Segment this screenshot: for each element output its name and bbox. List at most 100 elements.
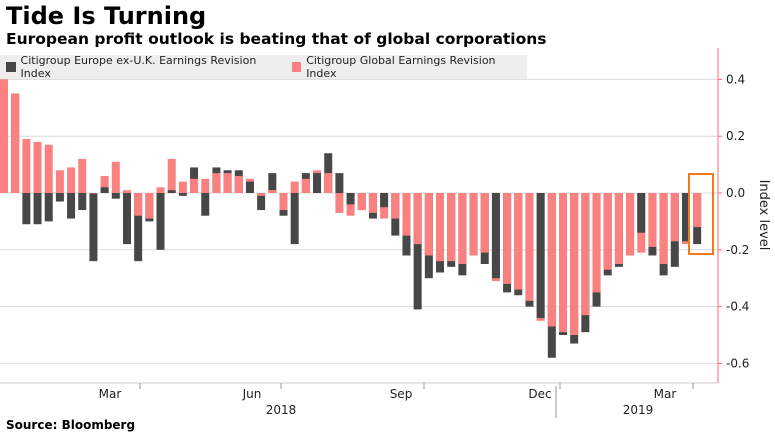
bar-europe — [201, 193, 210, 216]
x-axis: Mar Jun Sep Dec Mar 2018 2019 — [0, 382, 718, 418]
bar-europe — [346, 193, 355, 205]
source-note: Source: Bloomberg — [6, 418, 136, 432]
bar-europe — [100, 187, 109, 193]
bar-europe — [167, 190, 176, 193]
bar-global — [514, 193, 523, 290]
bar-global — [22, 139, 31, 193]
bar-global — [357, 193, 366, 211]
bar-global — [469, 193, 478, 256]
bar-global — [145, 193, 154, 219]
x-year-label: 2018 — [266, 403, 297, 417]
bar-global — [167, 158, 176, 193]
annotations — [688, 173, 714, 255]
bar-europe — [33, 193, 42, 225]
bar-global — [402, 193, 411, 236]
bar-global — [670, 193, 679, 242]
bar-global — [122, 190, 131, 193]
legend-swatch-europe — [6, 62, 16, 72]
x-tick-label: Sep — [390, 387, 413, 401]
x-year-label: 2019 — [623, 403, 654, 417]
bar-global — [100, 175, 109, 193]
y-tick-label: -0.4 — [726, 300, 749, 314]
chart-subtitle: European profit outlook is beating that … — [6, 30, 547, 48]
y-tick-label: -0.6 — [726, 356, 749, 370]
bar-global — [547, 193, 556, 327]
bar-global — [614, 193, 623, 264]
bar-global — [693, 193, 702, 228]
legend-swatch-global — [291, 62, 302, 72]
bar-global — [0, 79, 8, 193]
bar-global — [111, 161, 120, 193]
bar-global — [190, 178, 199, 193]
bar-global — [201, 178, 210, 193]
bar-global — [592, 193, 601, 293]
bar-europe — [335, 173, 344, 193]
bar-europe — [78, 193, 87, 211]
bar-global — [503, 193, 512, 284]
bar-europe — [637, 193, 646, 233]
bar-global — [458, 193, 467, 264]
bar-global — [603, 193, 612, 270]
bar-global — [324, 173, 333, 193]
bar-global — [424, 193, 433, 256]
legend-item-europe: Citigroup Europe ex-U.K. Earnings Revisi… — [6, 54, 278, 80]
bar-global — [525, 193, 534, 301]
bar-europe — [55, 193, 64, 202]
bar-europe — [681, 193, 690, 242]
bar-europe — [156, 193, 165, 250]
bar-europe — [536, 193, 545, 318]
bar-global — [212, 173, 221, 193]
bar-europe — [313, 173, 322, 193]
bar-global — [78, 158, 87, 193]
bar-global — [44, 144, 53, 193]
bar-europe — [257, 193, 266, 211]
bar-global — [223, 173, 232, 193]
y-tick-label: 0.4 — [726, 72, 745, 86]
bar-global — [268, 190, 277, 193]
legend-label-europe: Citigroup Europe ex-U.K. Earnings Revisi… — [20, 54, 257, 80]
bar-global — [659, 193, 668, 264]
bar-global — [178, 181, 187, 193]
y-tick-label: 0.2 — [726, 129, 745, 143]
y-axis-title: Index level — [756, 180, 771, 251]
y-axis: 0.4 0.2 0.0 -0.2 -0.4 -0.6 Index level — [717, 48, 771, 383]
bar-europe — [67, 193, 76, 219]
bar-global — [447, 193, 456, 262]
bar-europe — [134, 193, 143, 262]
bar-global — [134, 193, 143, 216]
bars-group — [0, 79, 702, 358]
bar-global — [626, 193, 635, 256]
chart-title: Tide Is Turning — [6, 2, 207, 30]
bar-global — [648, 193, 657, 247]
bar-global — [413, 193, 422, 245]
highlight-box — [688, 173, 714, 255]
x-tick-label: Jun — [242, 387, 262, 401]
bar-global — [559, 193, 567, 333]
y-tick-label: 0.0 — [726, 186, 745, 200]
bar-global — [581, 193, 590, 316]
bar-europe — [491, 193, 500, 279]
bar-global — [33, 141, 42, 193]
bar-europe — [268, 173, 277, 193]
bar-global — [335, 193, 344, 213]
legend-label-global: Citigroup Global Earnings Revision Index — [306, 54, 496, 80]
bar-global — [436, 193, 445, 262]
bar-global — [156, 187, 165, 193]
bar-global — [290, 181, 299, 193]
bar-europe — [290, 193, 299, 245]
x-tick-label: Dec — [528, 387, 551, 401]
bar-europe — [245, 181, 254, 193]
bar-global — [480, 193, 489, 253]
bar-europe — [413, 193, 422, 310]
bar-europe — [22, 193, 31, 225]
bar-global — [234, 175, 243, 193]
bar-global — [89, 193, 98, 194]
bar-europe — [122, 193, 131, 245]
bar-europe — [44, 193, 53, 222]
bar-global — [570, 193, 579, 335]
bar-global — [67, 167, 76, 193]
chart-legend: Citigroup Europe ex-U.K. Earnings Revisi… — [0, 54, 527, 80]
y-tick-label: -0.2 — [726, 243, 749, 257]
bar-global — [391, 193, 400, 219]
